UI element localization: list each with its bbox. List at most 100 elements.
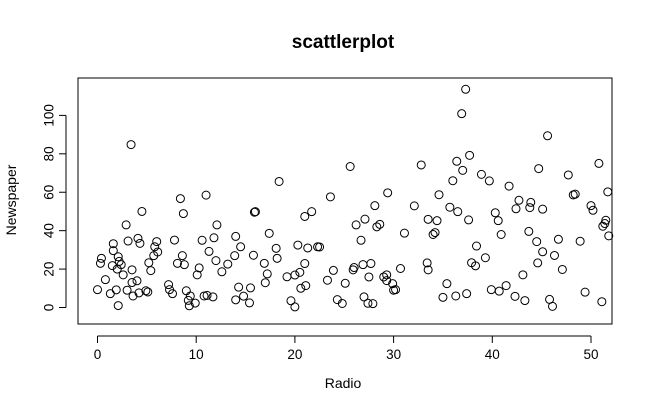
- data-point: [325, 192, 335, 202]
- data-point: [458, 165, 468, 175]
- data-point: [234, 282, 244, 292]
- data-point: [434, 190, 444, 200]
- data-point: [282, 272, 292, 282]
- data-point: [570, 189, 580, 199]
- data-point: [244, 298, 254, 308]
- x-tick-label: 0: [94, 347, 102, 362]
- x-tick-label: 20: [287, 347, 302, 362]
- data-point: [461, 84, 471, 94]
- data-point: [152, 237, 162, 247]
- data-point: [399, 228, 409, 238]
- data-point: [231, 295, 241, 305]
- data-point: [538, 247, 548, 257]
- data-point: [514, 195, 524, 205]
- data-point: [416, 160, 426, 170]
- data-point: [383, 188, 393, 198]
- data-point: [430, 228, 440, 238]
- data-point: [212, 220, 222, 230]
- data-point: [510, 291, 520, 301]
- data-point: [137, 206, 147, 216]
- data-point: [363, 298, 373, 308]
- data-point: [315, 242, 325, 252]
- data-point: [293, 240, 303, 250]
- data-point: [534, 164, 544, 174]
- data-point: [290, 270, 300, 280]
- data-point: [501, 281, 511, 291]
- data-point: [496, 230, 506, 240]
- x-tick-label: 50: [583, 347, 598, 362]
- data-point: [358, 260, 368, 270]
- data-point: [580, 287, 590, 297]
- data-point: [594, 158, 604, 168]
- data-point: [245, 283, 255, 293]
- y-axis-label: Newspaper: [3, 164, 19, 235]
- data-point: [442, 279, 452, 289]
- data-point: [184, 301, 194, 311]
- data-point: [260, 278, 270, 288]
- data-point: [557, 264, 567, 274]
- data-point: [211, 256, 221, 266]
- data-point: [239, 291, 249, 301]
- data-point: [128, 291, 138, 301]
- data-point: [588, 205, 598, 215]
- data-point: [175, 194, 185, 204]
- data-point: [382, 276, 392, 286]
- data-point: [150, 242, 160, 252]
- data-point: [301, 281, 311, 291]
- data-point: [178, 209, 188, 219]
- data-point: [168, 289, 178, 299]
- data-point: [134, 288, 144, 298]
- data-point: [428, 230, 438, 240]
- data-point: [372, 222, 382, 232]
- data-point: [490, 208, 500, 218]
- data-point: [364, 272, 374, 282]
- data-point: [345, 161, 355, 171]
- data-point: [172, 258, 182, 268]
- data-point: [549, 250, 559, 260]
- x-axis-label: Radio: [325, 375, 362, 391]
- data-point: [598, 221, 608, 231]
- data-point: [204, 246, 214, 256]
- data-point: [303, 243, 313, 253]
- data-point: [391, 285, 401, 295]
- data-point: [494, 286, 504, 296]
- data-point: [451, 291, 461, 301]
- data-point: [108, 239, 118, 249]
- data-point: [543, 131, 553, 141]
- data-point: [409, 201, 419, 211]
- data-point: [96, 253, 106, 263]
- data-point: [525, 203, 535, 213]
- data-point: [121, 220, 131, 230]
- data-point: [111, 285, 121, 295]
- chart-title: scattlerplot: [292, 32, 395, 53]
- data-point: [524, 226, 534, 236]
- data-point: [231, 231, 241, 241]
- data-point: [538, 204, 548, 214]
- data-point: [274, 176, 284, 186]
- data-point: [185, 291, 195, 301]
- data-point: [113, 301, 123, 311]
- data-point: [290, 302, 300, 312]
- data-point: [465, 150, 475, 160]
- data-point: [95, 258, 105, 268]
- data-point: [100, 275, 110, 285]
- data-point: [209, 233, 219, 243]
- data-point: [295, 267, 305, 277]
- data-point: [575, 236, 585, 246]
- data-point: [230, 251, 240, 261]
- data-point: [453, 207, 463, 217]
- data-point: [259, 258, 269, 268]
- data-point: [360, 214, 370, 224]
- data-point: [271, 243, 281, 253]
- x-axis: 0 10 20 30 40 50: [94, 335, 599, 362]
- data-point: [164, 280, 174, 290]
- data-point: [533, 258, 543, 268]
- y-tick-label: 60: [42, 185, 57, 200]
- data-point: [432, 216, 442, 226]
- data-point: [108, 246, 118, 256]
- y-tick-label: 40: [42, 223, 57, 238]
- data-point: [462, 289, 472, 299]
- data-point: [493, 216, 503, 226]
- data-point: [548, 301, 558, 311]
